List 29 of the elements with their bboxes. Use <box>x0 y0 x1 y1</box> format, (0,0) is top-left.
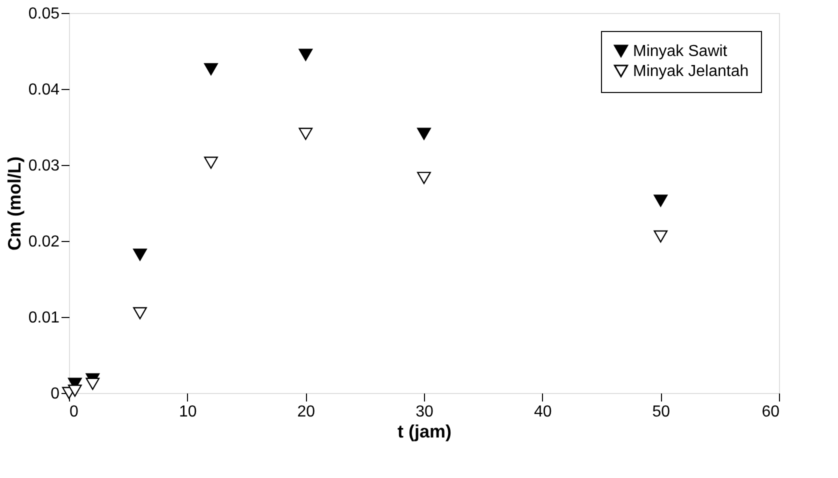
point <box>204 156 218 169</box>
point <box>417 128 431 140</box>
y-tick-label: 0 <box>50 386 60 402</box>
y-tick-label: 0.01 <box>28 310 60 326</box>
point <box>68 384 82 397</box>
y-tick-label: 0.04 <box>28 82 60 98</box>
legend-label: Minyak Jelantah <box>633 63 749 80</box>
point <box>417 172 431 184</box>
point <box>204 63 218 76</box>
x-tick-label: 30 <box>416 404 434 420</box>
point <box>86 378 100 390</box>
point <box>654 194 668 207</box>
y-tick-label: 0.02 <box>28 234 60 250</box>
point <box>654 230 668 243</box>
x-tick-label: 40 <box>534 404 552 420</box>
y-tick-label: 0.03 <box>28 158 60 174</box>
point <box>298 48 313 61</box>
y-tick-label: 0.05 <box>28 6 60 22</box>
x-axis-title: t (jam) <box>398 422 452 442</box>
legend-label: Minyak Sawit <box>633 43 728 60</box>
x-tick-label: 60 <box>762 404 780 420</box>
point <box>133 248 147 261</box>
x-tick-label: 0 <box>70 404 78 420</box>
point <box>298 128 313 140</box>
x-tick-label: 10 <box>178 404 197 420</box>
x-tick-label: 50 <box>652 404 670 420</box>
x-tick-label: 20 <box>297 404 316 420</box>
point <box>133 307 147 320</box>
y-axis-title: Cm (mol/L) <box>4 156 24 250</box>
